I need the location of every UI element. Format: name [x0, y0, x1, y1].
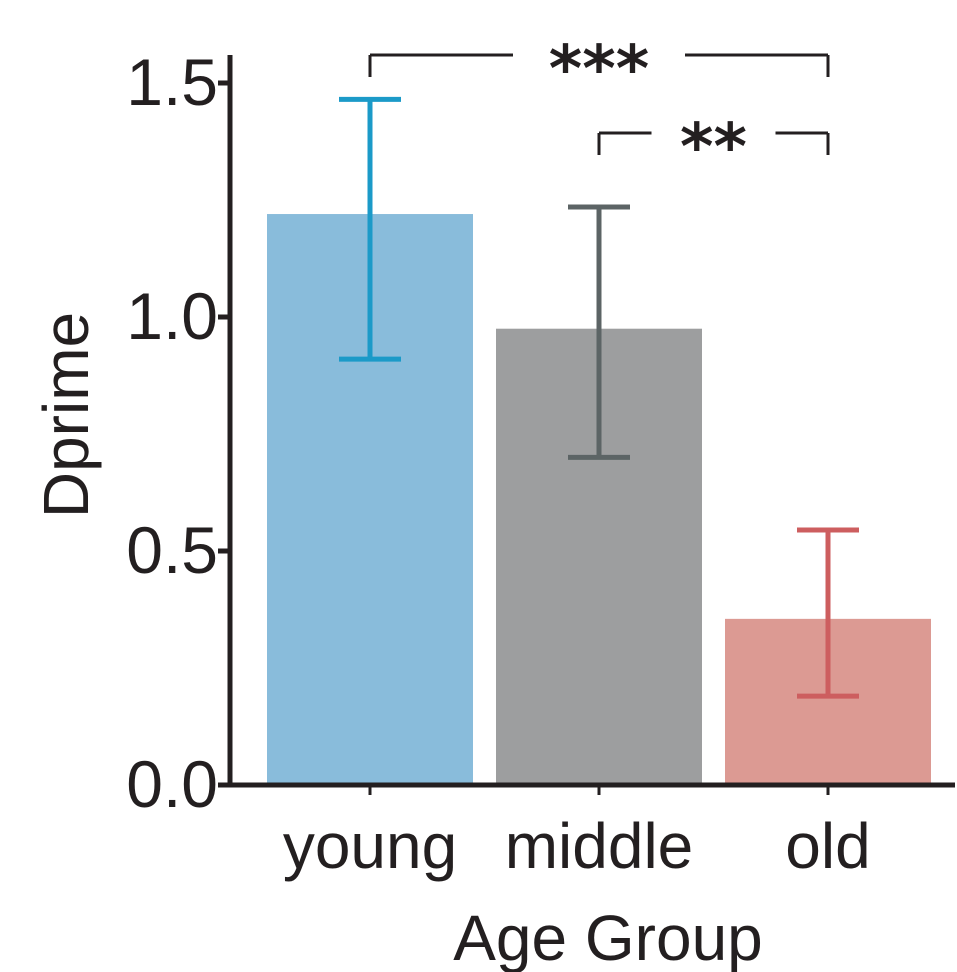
error-bar-middle [568, 204, 630, 460]
y-tick-label: 0.0 [126, 747, 218, 821]
y-tick-label: 0.5 [126, 513, 218, 587]
y-axis-title: Dprime [30, 312, 102, 518]
x-category-label: old [785, 810, 870, 882]
significance-bracket: *** [368, 33, 830, 107]
y-ticks-layer: 0.0 0.5 1.0 1.5 [126, 45, 230, 821]
significance-bracket: ** [597, 111, 830, 185]
error-bar-young [339, 96, 401, 362]
x-categories-layer: young middle old [283, 785, 871, 882]
x-category-label: young [283, 810, 457, 882]
significance-layer: ***** [368, 33, 830, 185]
significance-label: ** [680, 111, 747, 185]
axes-layer [227, 55, 955, 788]
y-tick-label: 1.0 [126, 279, 218, 353]
error-bars-layer [339, 96, 859, 699]
x-category-label: middle [505, 810, 694, 882]
error-bar-old [797, 527, 859, 699]
y-tick-label: 1.5 [126, 45, 218, 119]
significance-label: *** [549, 33, 649, 107]
x-axis-title: Age Group [453, 902, 763, 972]
